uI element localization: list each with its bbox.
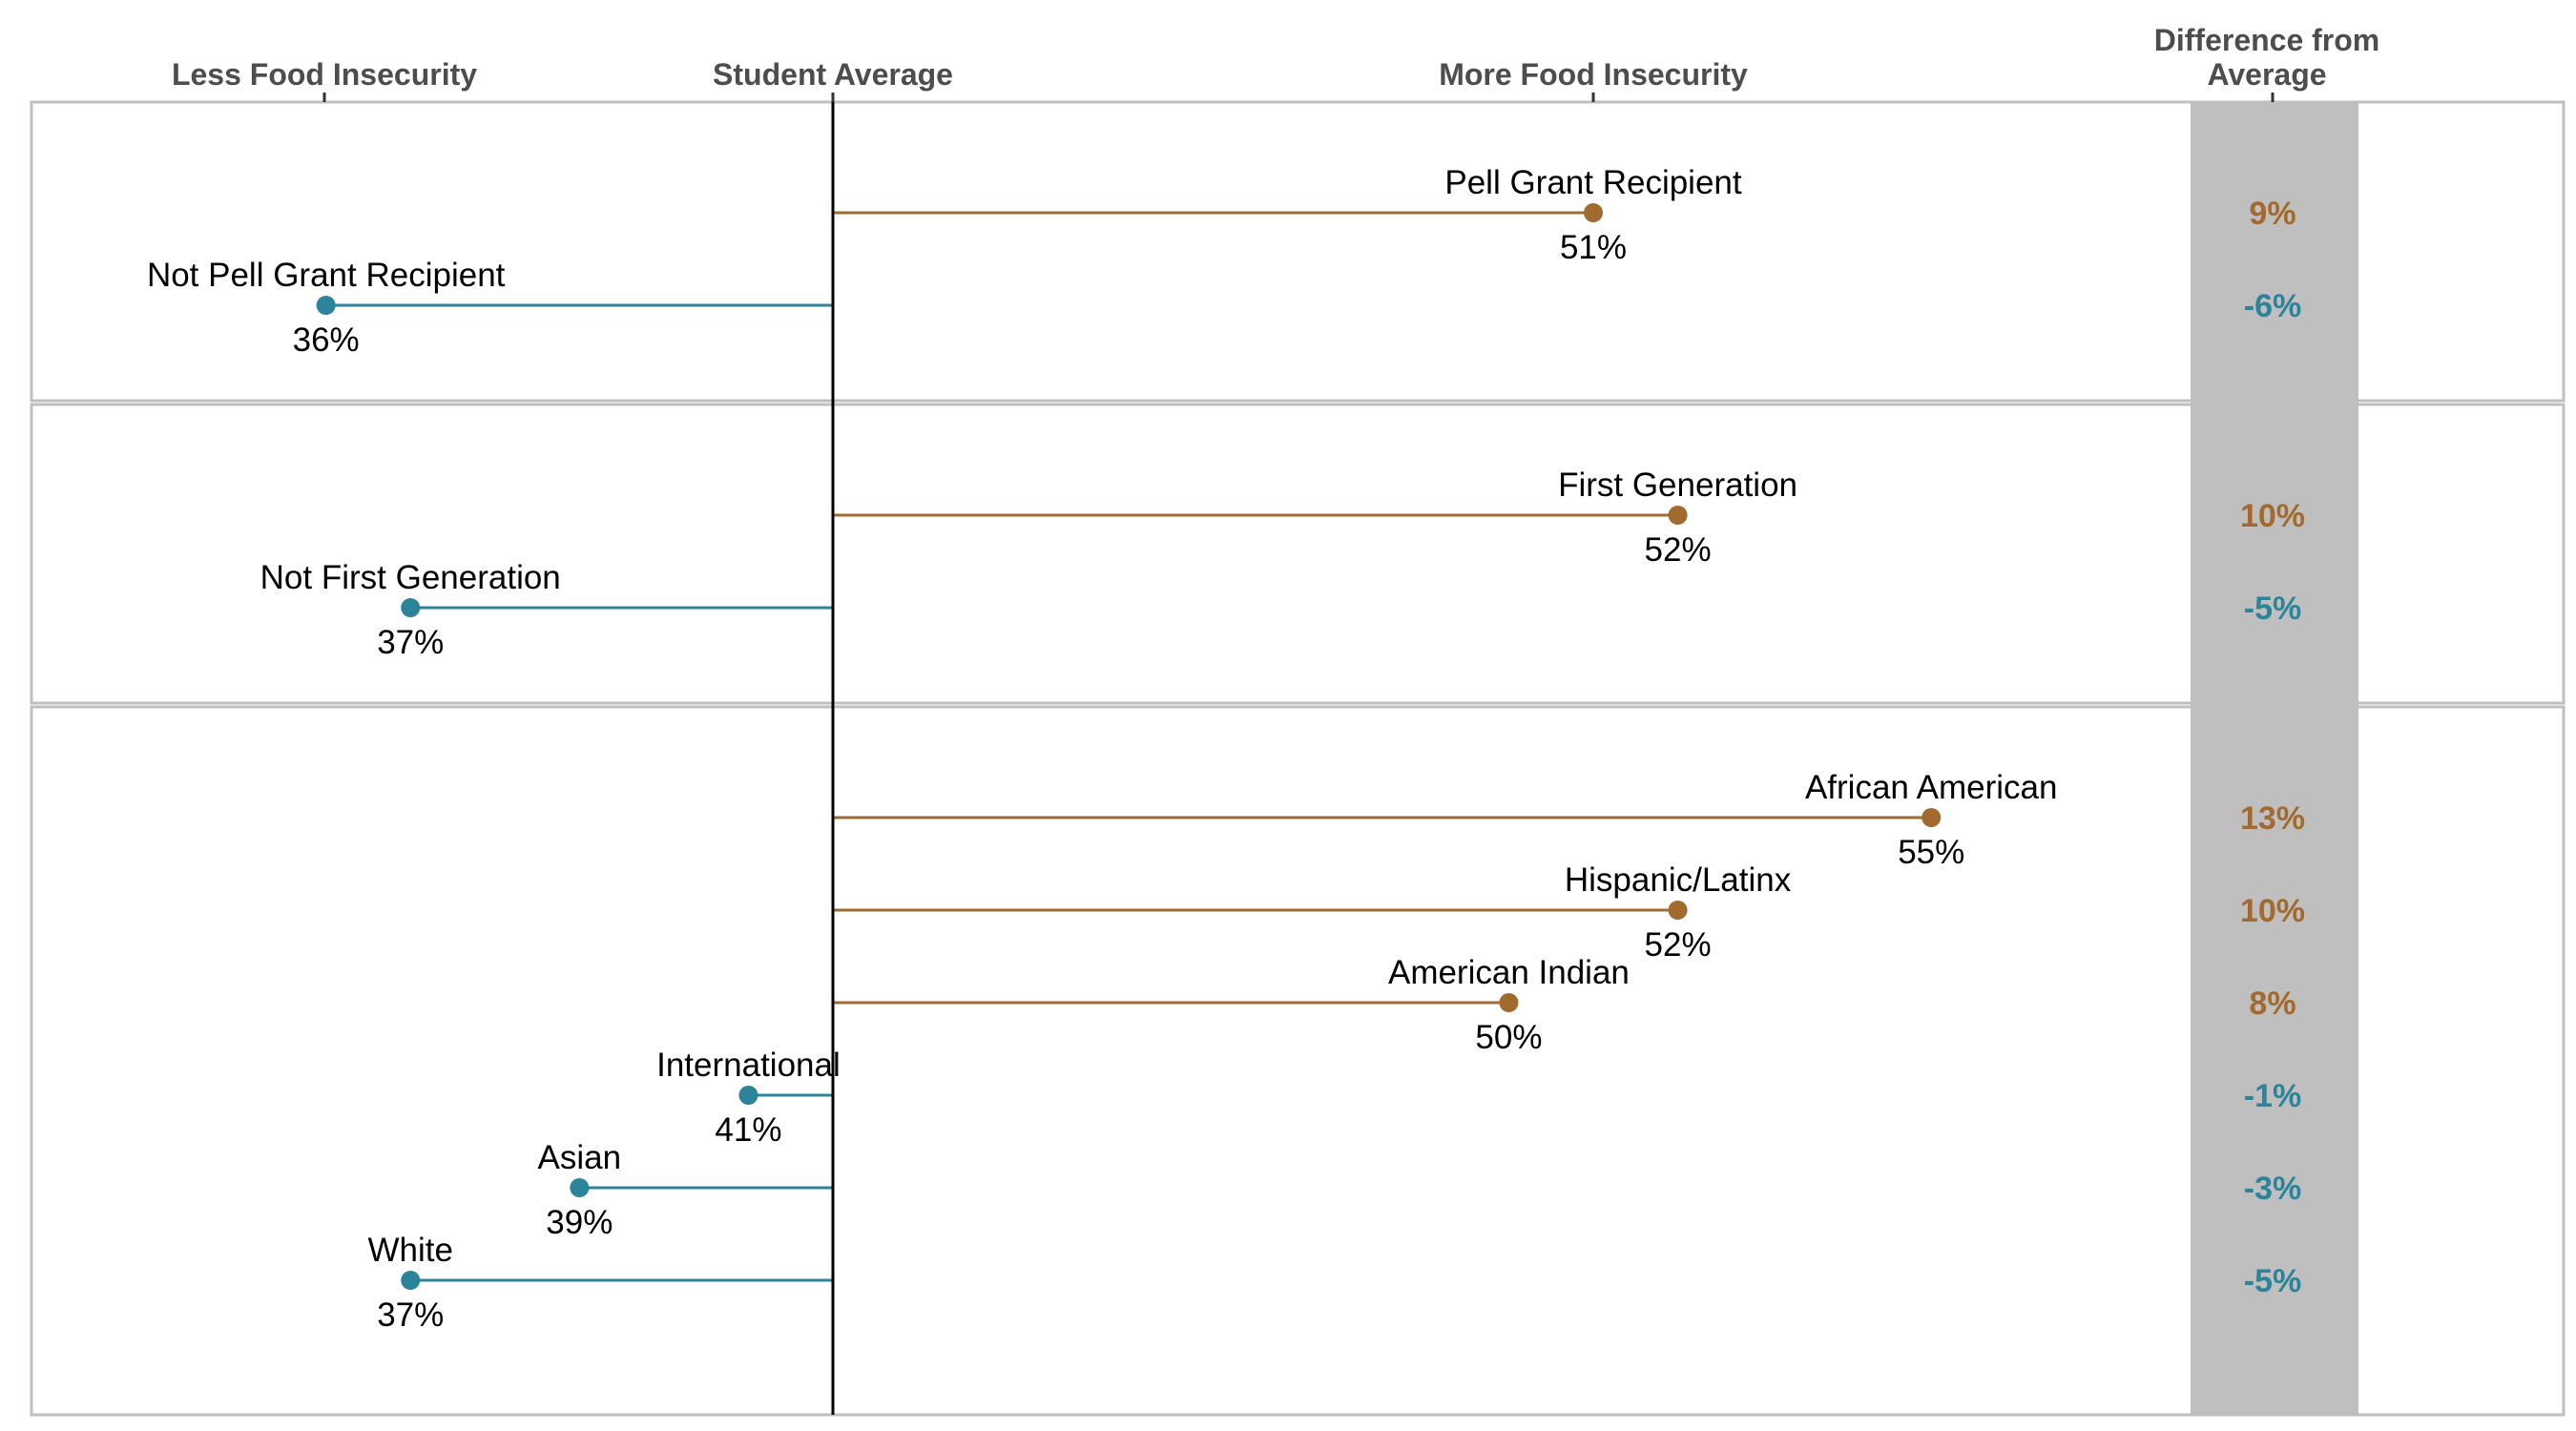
label-not-first-generation: Not First Generation xyxy=(260,559,561,596)
diff-first-generation: 10% xyxy=(2240,498,2305,534)
dot-american-indian xyxy=(1499,993,1519,1012)
dot-international xyxy=(738,1086,758,1105)
dot-asian xyxy=(570,1178,590,1197)
diff-not-pell-grant-recipient: -6% xyxy=(2244,288,2301,324)
diff-hispanic-latinx: 10% xyxy=(2240,893,2305,929)
value-american-indian: 50% xyxy=(1475,1019,1542,1056)
column-headers: Less Food Insecurity Student Average Mor… xyxy=(172,23,2379,102)
label-african-american: African American xyxy=(1805,769,2058,806)
value-white: 37% xyxy=(377,1296,444,1334)
panel-3-frame xyxy=(30,705,2566,1417)
dot-not-first-generation xyxy=(401,598,421,617)
header-difference-line2: Average xyxy=(2207,57,2326,92)
dot-white xyxy=(401,1271,421,1290)
label-international: International xyxy=(656,1047,841,1084)
value-african-american: 55% xyxy=(1898,834,1964,871)
label-hispanic-latinx: Hispanic/Latinx xyxy=(1565,861,1792,899)
header-student-average: Student Average xyxy=(713,57,953,92)
diff-not-first-generation: -5% xyxy=(2244,591,2301,627)
diff-african-american: 13% xyxy=(2240,800,2305,837)
diff-international: -1% xyxy=(2244,1078,2301,1114)
header-less-food-insecurity: Less Food Insecurity xyxy=(172,57,477,92)
label-american-indian: American Indian xyxy=(1388,954,1630,991)
panel-1-frame xyxy=(30,100,2566,403)
diff-asian: -3% xyxy=(2244,1171,2301,1207)
label-not-pell-grant-recipient: Not Pell Grant Recipient xyxy=(147,257,506,294)
dot-pell-grant-recipient xyxy=(1584,203,1603,222)
diff-white: -5% xyxy=(2244,1263,2301,1299)
value-not-first-generation: 37% xyxy=(377,624,444,661)
marks-layer: Pell Grant Recipient 51% Not Pell Grant Re… xyxy=(147,164,2058,1334)
panel-2-frame xyxy=(30,403,2566,705)
diff-american-indian: 8% xyxy=(2249,985,2296,1022)
label-pell-grant-recipient: Pell Grant Recipient xyxy=(1444,164,1742,201)
dot-not-pell-grant-recipient xyxy=(316,296,336,315)
dot-first-generation xyxy=(1668,506,1688,525)
value-asian: 39% xyxy=(546,1204,613,1241)
label-white: White xyxy=(367,1232,452,1269)
label-asian: Asian xyxy=(538,1139,622,1176)
diff-pell-grant-recipient: 9% xyxy=(2249,196,2296,232)
header-difference-line1: Difference from xyxy=(2154,23,2380,57)
value-not-pell-grant-recipient: 36% xyxy=(293,321,360,359)
header-more-food-insecurity: More Food Insecurity xyxy=(1439,57,1748,92)
dot-hispanic-latinx xyxy=(1668,901,1688,920)
value-international: 41% xyxy=(715,1111,781,1149)
value-first-generation: 52% xyxy=(1645,531,1712,569)
difference-column xyxy=(2191,102,2358,1415)
diff-column-layer: 9% -6% 10% -5% 13% 10% 8% -1% -3% -5% xyxy=(2191,102,2358,1415)
label-first-generation: First Generation xyxy=(1558,467,1797,504)
panels-layer xyxy=(30,100,2566,1417)
value-pell-grant-recipient: 51% xyxy=(1560,229,1627,266)
dot-african-american xyxy=(1922,808,1942,827)
value-hispanic-latinx: 52% xyxy=(1645,926,1712,964)
